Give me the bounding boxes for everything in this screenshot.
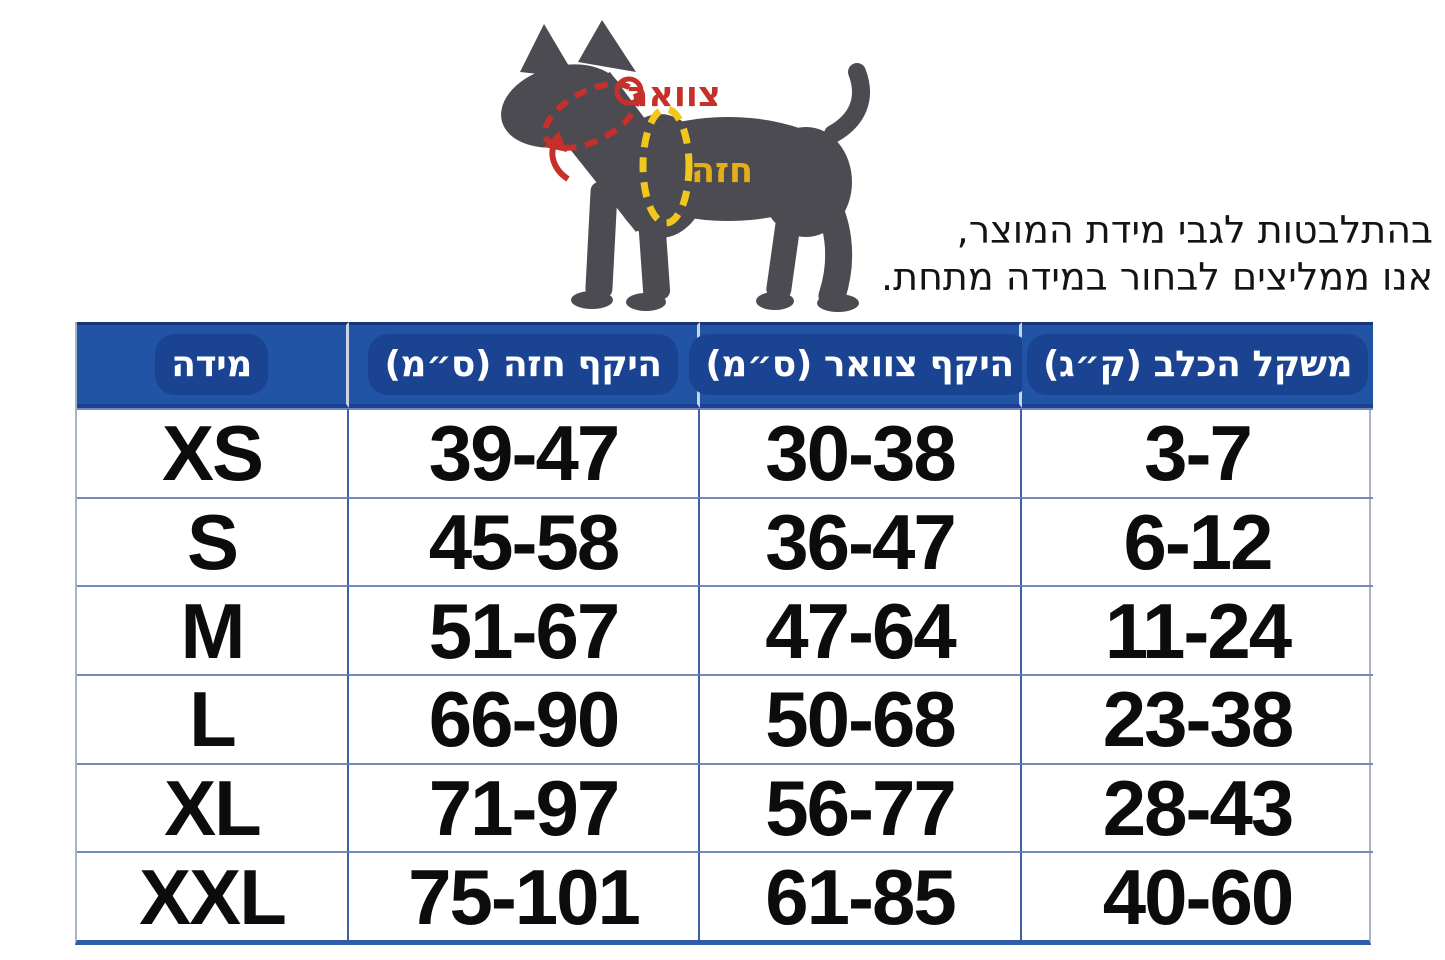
weight-cell: 40-60	[1022, 851, 1373, 940]
size-cell: M	[77, 585, 349, 674]
neck-measure-loop	[542, 76, 644, 182]
note-line-1: בהתלבטות לגבי מידת המוצר,	[956, 208, 1433, 252]
sizing-advice-note: בהתלבטות לגבי מידת המוצר, אנו ממליצים לב…	[833, 207, 1433, 301]
neck-cell: 61-85	[700, 851, 1022, 940]
chest-cell: 71-97	[349, 762, 700, 852]
chest-label: חזה	[691, 151, 753, 191]
neck-cell: 47-64	[700, 585, 1022, 674]
size-table: מידה היקף חזה (ס״מ) היקף צוואר (ס״מ) משק…	[75, 322, 1373, 945]
size-cell: XL	[77, 762, 349, 852]
chest-cell: 45-58	[349, 496, 700, 586]
header-chest-circumference: היקף חזה (ס״מ)	[349, 322, 700, 408]
chest-cell: 39-47	[349, 408, 700, 497]
neck-cell: 50-68	[700, 673, 1022, 763]
chest-cell: 66-90	[349, 673, 700, 763]
header-dog-weight: משקל הכלב (ק״ג)	[1022, 322, 1373, 408]
weight-cell: 11-24	[1022, 585, 1373, 674]
size-cell: L	[77, 673, 349, 763]
dog-silhouette	[501, 20, 870, 312]
weight-cell: 28-43	[1022, 762, 1373, 852]
weight-cell: 6-12	[1022, 496, 1373, 586]
chest-cell: 51-67	[349, 585, 700, 674]
header-neck-circumference: היקף צוואר (ס״מ)	[689, 322, 1030, 408]
neck-label: צוואר	[627, 75, 720, 115]
weight-cell: 23-38	[1022, 673, 1373, 763]
size-cell: XXL	[77, 851, 349, 940]
header-size: מידה	[77, 322, 349, 408]
neck-loop-ring-icon	[614, 76, 644, 106]
chest-measure-loop	[639, 105, 693, 227]
neck-cell: 36-47	[700, 496, 1022, 586]
size-cell: S	[77, 496, 349, 586]
neck-cell: 30-38	[700, 408, 1022, 497]
chest-cell: 75-101	[349, 851, 700, 940]
neck-cell: 56-77	[700, 762, 1022, 852]
weight-cell: 3-7	[1022, 408, 1373, 497]
size-cell: XS	[77, 408, 349, 497]
dog-measurement-diagram: צוואר חזה	[501, 20, 870, 312]
note-line-2: אנו ממליצים לבחור במידה מתחת.	[881, 255, 1433, 299]
